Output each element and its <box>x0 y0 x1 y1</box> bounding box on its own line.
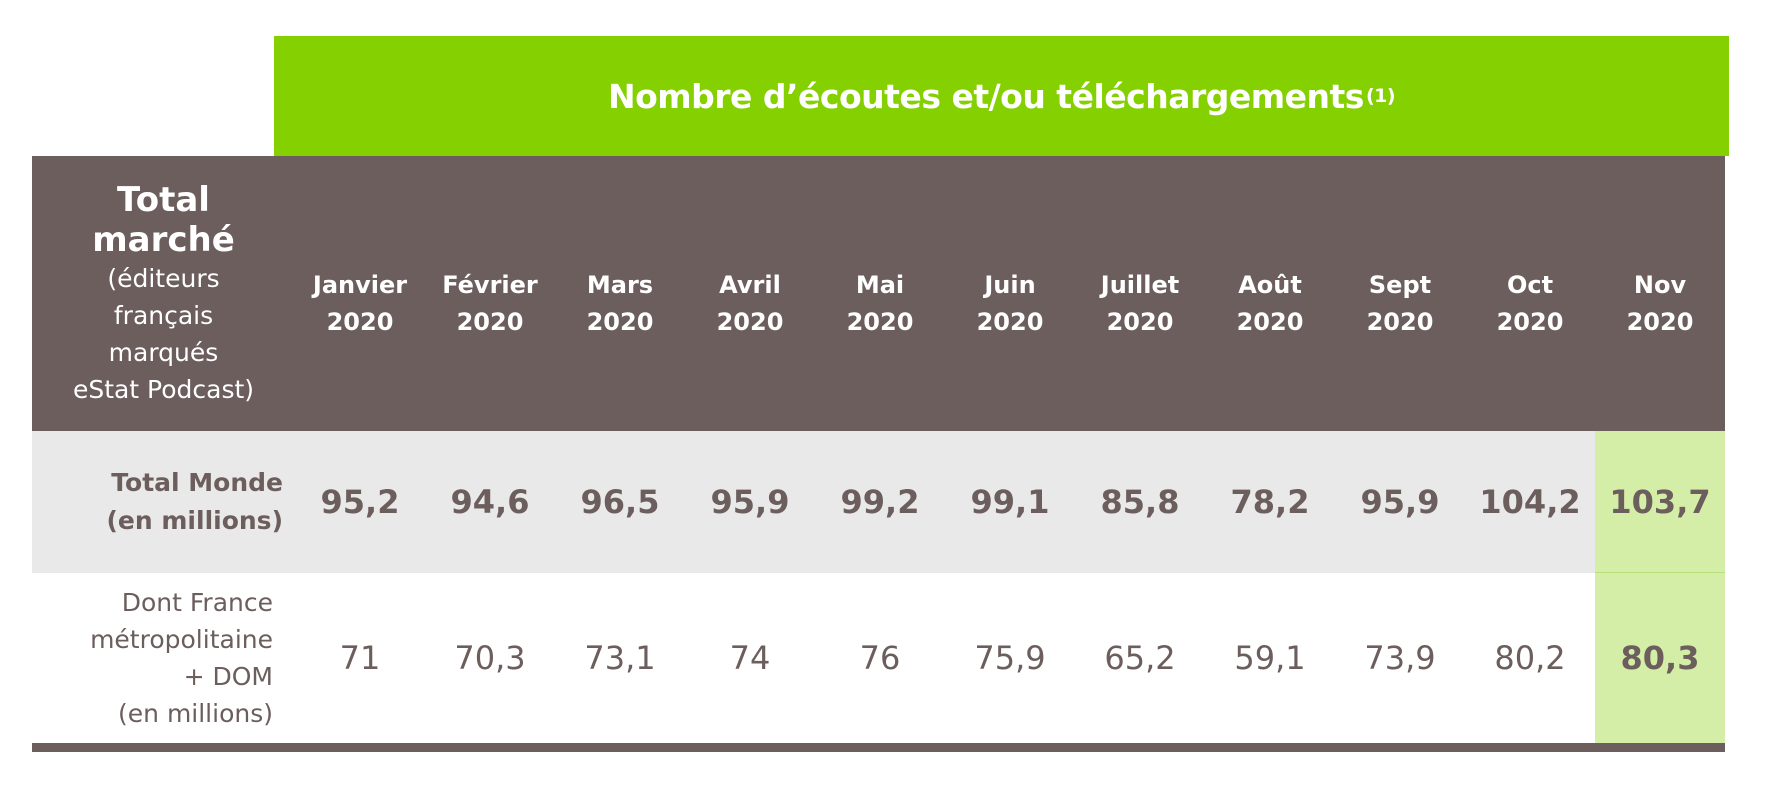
data-table: Total marché (éditeurs français marqués … <box>32 156 1725 752</box>
month-name: Janvier <box>312 270 408 299</box>
value-cell: 80,3 <box>1595 573 1725 743</box>
header-label-sub: eStat Podcast) <box>72 374 255 404</box>
month-header: Avril 2020 <box>685 156 815 431</box>
value-cell: 59,1 <box>1234 639 1306 677</box>
month-name: Mai <box>855 270 905 299</box>
month-name: Juin <box>984 270 1036 299</box>
month-year: 2020 <box>1366 307 1434 336</box>
value-cell: 99,1 <box>970 483 1050 521</box>
row-label-line: (en millions) <box>118 699 273 728</box>
month-headers: Janvier 2020 Février 2020 Mars 2020 Avril 2020 M… <box>295 156 1725 431</box>
value-cell: 71 <box>339 639 381 677</box>
value-cell: 65,2 <box>1104 639 1176 677</box>
month-header: Juin 2020 <box>945 156 1075 431</box>
table-title: Nombre d’écoutes et/ou téléchargements <box>607 76 1364 116</box>
month-year: 2020 <box>716 307 784 336</box>
value-cell: 85,8 <box>1100 483 1180 521</box>
row-label-line: + DOM <box>183 662 273 691</box>
month-header: Sept 2020 <box>1335 156 1465 431</box>
value-cell: 99,2 <box>840 483 920 521</box>
month-name: Juillet <box>1100 270 1180 299</box>
footnote-marker: (1) <box>1365 85 1396 107</box>
month-year: 2020 <box>1236 307 1304 336</box>
bottom-rule <box>32 743 1725 752</box>
row-label-line: Total Monde <box>111 468 283 497</box>
month-header: Janvier 2020 <box>295 156 425 431</box>
value-cell: 103,7 <box>1595 431 1725 573</box>
month-year: 2020 <box>586 307 654 336</box>
month-name: Avril <box>719 270 781 299</box>
value-cell: 78,2 <box>1230 483 1310 521</box>
month-year: 2020 <box>976 307 1044 336</box>
month-year: 2020 <box>1496 307 1564 336</box>
value-cell: 76 <box>859 639 901 677</box>
table-row-total-monde: Total Monde (en millions) 95,2 94,6 96,5 95… <box>32 431 1725 573</box>
month-year: 2020 <box>1106 307 1174 336</box>
row-label: Total Monde (en millions) <box>32 431 295 573</box>
table-row-france: Dont France métropolitaine + DOM (en mil… <box>32 573 1725 743</box>
header-label-title: Total <box>117 179 210 220</box>
month-header: Juillet 2020 <box>1075 156 1205 431</box>
value-cell: 94,6 <box>450 483 530 521</box>
value-cell: 95,2 <box>320 483 400 521</box>
month-name: Sept <box>1368 270 1432 299</box>
month-header: Août 2020 <box>1205 156 1335 431</box>
month-name: Nov <box>1633 270 1687 299</box>
value-cell: 70,3 <box>454 639 526 677</box>
month-year: 2020 <box>456 307 524 336</box>
value-cell: 96,5 <box>580 483 660 521</box>
header-label-sub: français <box>113 300 214 330</box>
month-header: Oct 2020 <box>1465 156 1595 431</box>
value-cell: 75,9 <box>974 639 1046 677</box>
month-name: Août <box>1238 270 1302 299</box>
header-label-sub: marqués <box>108 337 219 367</box>
month-year: 2020 <box>326 307 394 336</box>
value-cell: 104,2 <box>1479 483 1581 521</box>
row-label-line: métropolitaine <box>90 625 273 654</box>
value-cell: 95,9 <box>1360 483 1440 521</box>
value-cell: 74 <box>729 639 771 677</box>
month-header: Février 2020 <box>425 156 555 431</box>
row-label-line: Dont France <box>121 588 273 617</box>
month-name: Mars <box>586 270 654 299</box>
month-header: Nov 2020 <box>1595 156 1725 431</box>
value-cell: 73,9 <box>1364 639 1436 677</box>
row-label-line: (en millions) <box>106 506 284 535</box>
month-year: 2020 <box>1626 307 1694 336</box>
month-name: Février <box>442 270 538 299</box>
month-header: Mars 2020 <box>555 156 685 431</box>
month-year: 2020 <box>846 307 914 336</box>
header-label: Total marché (éditeurs français marqués … <box>32 156 295 431</box>
table-title-banner: Nombre d’écoutes et/ou téléchargements (1… <box>274 36 1729 156</box>
row-values: 71 70,3 73,1 74 76 75,9 65,2 59,1 73,9 80,2 80,3 <box>295 573 1725 743</box>
value-cell: 80,2 <box>1494 639 1566 677</box>
header-label-title: marché <box>92 219 235 260</box>
header-label-sub: (éditeurs <box>107 263 220 293</box>
header-row: Total marché (éditeurs français marqués … <box>32 156 1725 431</box>
value-cell: 73,1 <box>584 639 656 677</box>
month-name: Oct <box>1506 270 1554 299</box>
row-label: Dont France métropolitaine + DOM (en mil… <box>32 573 295 743</box>
value-cell: 95,9 <box>710 483 790 521</box>
month-header: Mai 2020 <box>815 156 945 431</box>
row-values: 95,2 94,6 96,5 95,9 99,2 99,1 85,8 78,2 95,9 104,… <box>295 431 1725 573</box>
